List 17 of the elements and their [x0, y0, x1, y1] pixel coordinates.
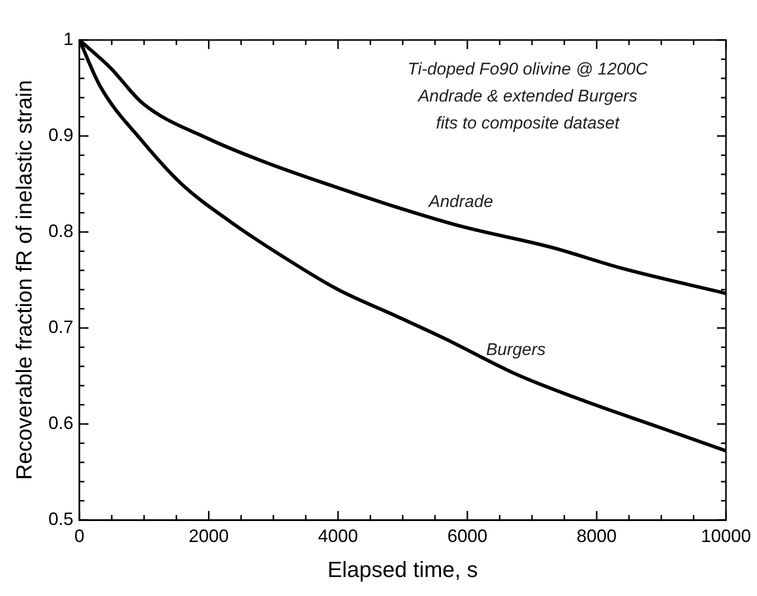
x-tick-label: 6000 [447, 526, 488, 546]
x-tick-label: 10000 [700, 526, 752, 546]
y-axis-title: Recoverable fraction fR of inelastic strain [11, 80, 36, 480]
x-tick-label: 4000 [318, 526, 358, 546]
y-tick-label: 0.5 [48, 508, 74, 529]
series-label: Andrade [428, 192, 494, 211]
annotation: Ti-doped Fo90 olivine @ 1200C Andrade & extended Burgers fits to composite dataset [408, 60, 648, 133]
series-label: Burgers [486, 340, 546, 359]
x-tick-label: 2000 [188, 526, 229, 546]
x-tick-label: 0 [74, 526, 84, 546]
y-tick-label: 0.6 [48, 412, 74, 433]
x-axis-title: Elapsed time, s [327, 556, 478, 582]
y-tick-label: 0.9 [48, 124, 74, 145]
y-tick-label: 0.8 [48, 220, 74, 241]
y-tick-label: 1 [63, 28, 74, 49]
x-tick-label: 8000 [576, 526, 617, 546]
y-tick-label: 0.7 [48, 316, 74, 337]
